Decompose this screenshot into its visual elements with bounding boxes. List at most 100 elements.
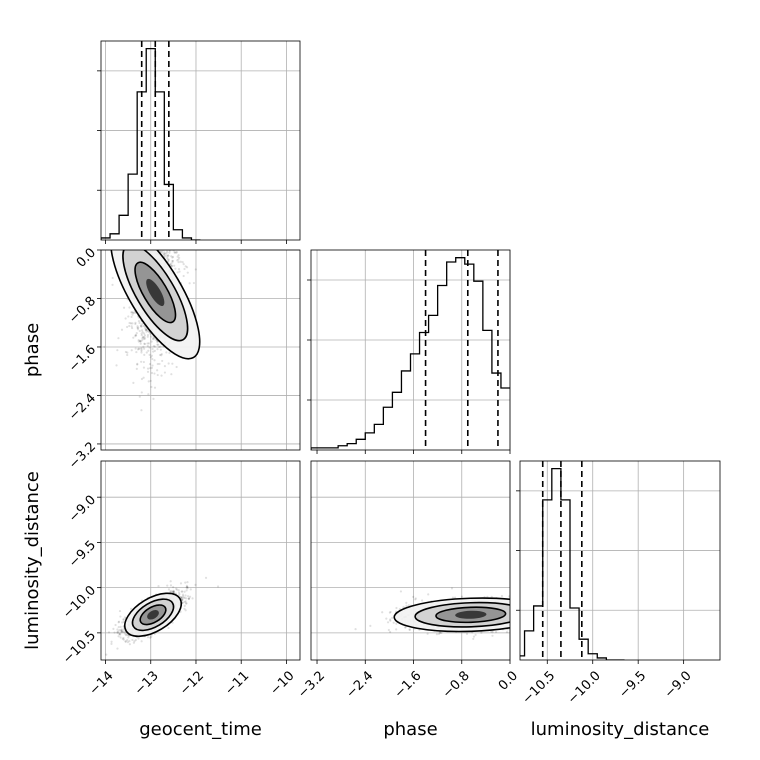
sample-point	[543, 619, 545, 621]
sample-point	[494, 630, 498, 634]
sample-point	[164, 226, 166, 228]
sample-point	[128, 643, 131, 646]
sample-point	[513, 609, 515, 611]
sample-point	[513, 619, 515, 621]
sample-point	[192, 281, 196, 285]
sample-point	[146, 329, 149, 332]
x-tick-label: −2.4	[343, 668, 376, 701]
sample-point	[140, 329, 144, 332]
sample-point	[179, 582, 183, 585]
histogram-step-line	[311, 257, 510, 450]
sample-point	[123, 631, 126, 634]
density-contours	[393, 597, 510, 633]
sample-point	[186, 595, 190, 598]
sample-point	[140, 325, 143, 328]
sample-point	[161, 241, 163, 243]
sample-point	[139, 324, 142, 327]
sample-point	[130, 607, 133, 611]
sample-point	[143, 337, 147, 340]
sample-point	[136, 187, 138, 189]
sample-point	[156, 245, 158, 247]
sample-point	[147, 221, 149, 223]
sample-point	[511, 614, 513, 616]
sample-point	[180, 596, 184, 599]
sample-point	[167, 219, 169, 221]
sample-point	[163, 251, 166, 254]
sample-point	[437, 632, 441, 636]
histogram-luminosity_distance	[520, 461, 625, 660]
sample-point	[171, 259, 175, 263]
sample-point	[152, 243, 154, 245]
sample-point	[131, 311, 134, 314]
sample-point	[173, 247, 175, 249]
sample-point	[167, 362, 170, 365]
sample-point	[183, 600, 186, 604]
sample-point	[172, 246, 174, 248]
sample-point	[513, 605, 515, 607]
x-tick-label: −13	[132, 668, 162, 698]
sample-point	[177, 258, 180, 261]
density-contours	[124, 592, 183, 638]
sample-point	[574, 615, 576, 617]
histogram-step-line	[101, 48, 201, 240]
sample-point	[162, 252, 166, 256]
sample-point	[152, 235, 154, 237]
sample-point	[171, 362, 174, 365]
sample-point	[131, 638, 134, 642]
sample-point	[194, 268, 197, 271]
sample-point	[140, 377, 144, 381]
sample-point	[140, 349, 143, 352]
contour-level	[455, 610, 487, 619]
sample-point	[156, 244, 158, 246]
hist-bin	[429, 315, 438, 450]
sample-point	[513, 615, 515, 617]
sample-point	[171, 621, 174, 624]
sample-point	[171, 236, 173, 238]
hist-bin	[570, 608, 579, 660]
sample-point	[132, 311, 135, 315]
sample-point	[156, 373, 159, 377]
sample-point	[137, 340, 140, 343]
sample-point	[180, 242, 182, 244]
sample-point	[148, 332, 152, 335]
sample-point	[140, 640, 143, 643]
sample-point	[130, 325, 133, 328]
x-tick-label: −0.8	[440, 668, 473, 701]
sample-point	[122, 618, 125, 621]
sample-point	[147, 349, 150, 352]
sample-point	[159, 224, 161, 226]
sample-point	[465, 632, 469, 635]
sample-point	[117, 625, 120, 629]
sample-point	[389, 630, 392, 634]
sample-point	[166, 256, 169, 259]
sample-point	[181, 598, 184, 601]
sample-point	[121, 621, 124, 624]
sample-point	[137, 326, 140, 329]
sample-point	[131, 322, 134, 325]
sample-point	[511, 618, 513, 620]
sample-point	[175, 251, 178, 254]
sample-point	[137, 347, 140, 350]
histogram-step-line	[520, 468, 625, 660]
sample-point	[170, 264, 173, 267]
sample-point	[141, 336, 145, 339]
sample-point	[536, 611, 538, 613]
sample-point	[107, 631, 111, 634]
sample-point	[118, 632, 121, 636]
sample-point	[510, 617, 512, 619]
sample-point	[185, 589, 188, 592]
hist-bin	[474, 281, 483, 450]
sample-point	[145, 351, 148, 354]
sample-point	[510, 601, 512, 603]
sample-point	[140, 360, 143, 363]
sample-point	[162, 237, 164, 239]
sample-point	[163, 371, 167, 374]
hist-panel-luminosity_distance	[516, 460, 721, 664]
sample-point	[514, 602, 516, 604]
sample-point	[120, 628, 123, 631]
sample-point	[515, 626, 517, 628]
sample-point	[124, 350, 127, 354]
sample-point	[173, 251, 177, 254]
sample-point	[142, 366, 146, 369]
sample-point	[126, 633, 129, 636]
